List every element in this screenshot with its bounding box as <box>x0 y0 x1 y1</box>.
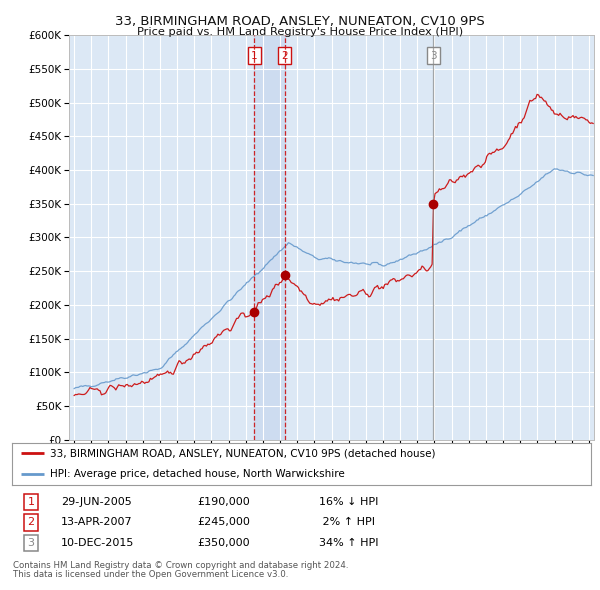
Text: Contains HM Land Registry data © Crown copyright and database right 2024.: Contains HM Land Registry data © Crown c… <box>13 560 349 569</box>
Text: £190,000: £190,000 <box>197 497 250 507</box>
Text: 1: 1 <box>251 51 257 61</box>
Text: 2: 2 <box>281 51 288 61</box>
Text: 1: 1 <box>28 497 35 507</box>
Text: This data is licensed under the Open Government Licence v3.0.: This data is licensed under the Open Gov… <box>13 570 289 579</box>
Text: 16% ↓ HPI: 16% ↓ HPI <box>319 497 378 507</box>
Text: 34% ↑ HPI: 34% ↑ HPI <box>319 538 379 548</box>
Text: £350,000: £350,000 <box>197 538 250 548</box>
Text: 29-JUN-2005: 29-JUN-2005 <box>61 497 132 507</box>
Text: 33, BIRMINGHAM ROAD, ANSLEY, NUNEATON, CV10 9PS (detached house): 33, BIRMINGHAM ROAD, ANSLEY, NUNEATON, C… <box>50 448 435 458</box>
Text: 33, BIRMINGHAM ROAD, ANSLEY, NUNEATON, CV10 9PS: 33, BIRMINGHAM ROAD, ANSLEY, NUNEATON, C… <box>115 15 485 28</box>
Text: £245,000: £245,000 <box>197 517 250 527</box>
Text: 10-DEC-2015: 10-DEC-2015 <box>61 538 134 548</box>
Text: 3: 3 <box>28 538 35 548</box>
Text: 2% ↑ HPI: 2% ↑ HPI <box>319 517 375 527</box>
Text: Price paid vs. HM Land Registry's House Price Index (HPI): Price paid vs. HM Land Registry's House … <box>137 27 463 37</box>
Text: 13-APR-2007: 13-APR-2007 <box>61 517 133 527</box>
Text: 2: 2 <box>28 517 35 527</box>
Text: 3: 3 <box>430 51 437 61</box>
Text: HPI: Average price, detached house, North Warwickshire: HPI: Average price, detached house, Nort… <box>50 470 344 479</box>
